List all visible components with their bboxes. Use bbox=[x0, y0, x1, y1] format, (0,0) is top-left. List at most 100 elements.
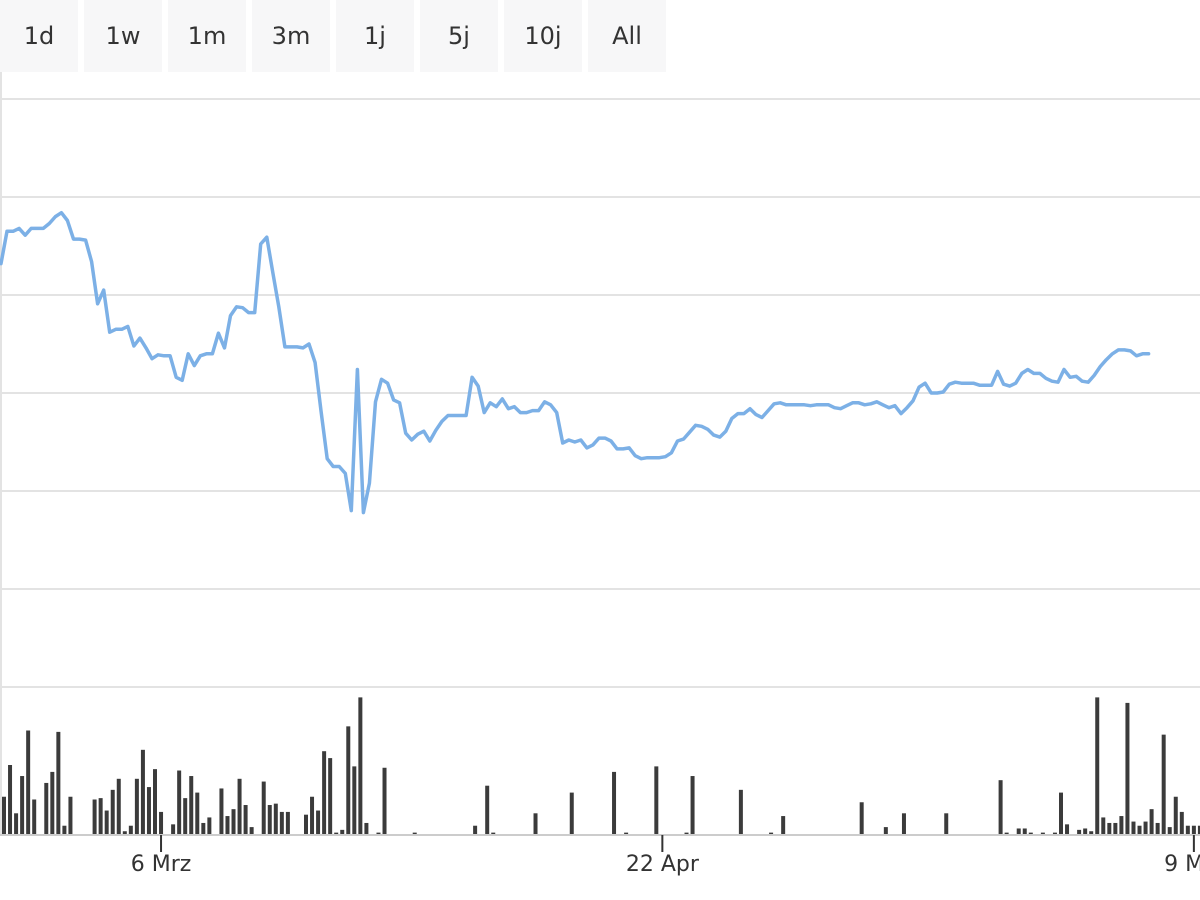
volume-bar bbox=[901, 813, 906, 834]
volume-bar bbox=[944, 813, 949, 834]
volume-bar bbox=[231, 809, 236, 834]
volume-bar bbox=[1167, 827, 1172, 834]
volume-bar bbox=[1155, 822, 1160, 834]
volume-bar bbox=[473, 825, 478, 834]
volume-bar bbox=[8, 765, 13, 834]
volume-bar bbox=[104, 810, 109, 834]
x-axis: 6 Mrz 22 Apr 9 Mai bbox=[0, 834, 1200, 877]
range-button-10j[interactable]: 10j bbox=[504, 0, 582, 72]
range-button-1w[interactable]: 1w bbox=[84, 0, 162, 72]
volume-bar bbox=[654, 766, 659, 834]
volume-bar bbox=[1131, 821, 1136, 834]
volume-bar bbox=[1143, 821, 1148, 834]
volume-bar bbox=[44, 782, 49, 834]
volume-bar bbox=[153, 769, 157, 834]
volume-bar bbox=[1059, 792, 1063, 834]
volume-bar bbox=[195, 792, 200, 834]
volume-bar bbox=[207, 817, 212, 834]
volume-bar bbox=[358, 697, 363, 834]
volume-bar bbox=[491, 832, 496, 834]
range-selector: 1d 1w 1m 3m 1j 5j 10j All bbox=[0, 0, 666, 72]
volume-bar bbox=[1028, 832, 1033, 834]
volume-bar bbox=[183, 798, 188, 834]
volume-bar bbox=[1173, 796, 1178, 834]
volume-bar bbox=[334, 832, 339, 834]
volume-bar bbox=[1185, 825, 1190, 834]
x-tick-label: 6 Mrz bbox=[131, 852, 192, 877]
volume-bar bbox=[219, 788, 224, 834]
range-button-1m[interactable]: 1m bbox=[168, 0, 246, 72]
range-button-1d[interactable]: 1d bbox=[0, 0, 78, 72]
volume-bar bbox=[376, 832, 381, 834]
volume-bar bbox=[1065, 824, 1070, 834]
volume-bar bbox=[612, 771, 617, 834]
range-button-5j[interactable]: 5j bbox=[420, 0, 498, 72]
volume-bar bbox=[50, 771, 55, 834]
volume-bar bbox=[1022, 828, 1027, 834]
range-button-1j[interactable]: 1j bbox=[336, 0, 414, 72]
volume-bar bbox=[122, 831, 127, 834]
volume-bar bbox=[328, 758, 333, 834]
volume-bar bbox=[1052, 832, 1057, 834]
volume-bar bbox=[1137, 825, 1142, 834]
volume-bar bbox=[781, 816, 786, 834]
volume-bar bbox=[769, 832, 774, 834]
volume-bar bbox=[340, 829, 345, 834]
volume-bar bbox=[533, 813, 538, 834]
volume-bar bbox=[68, 796, 73, 834]
volume-bar bbox=[110, 789, 115, 834]
volume-bar bbox=[32, 799, 37, 834]
volume-bar bbox=[177, 770, 182, 834]
volume-bar bbox=[1083, 828, 1088, 834]
volume-bar bbox=[485, 785, 490, 834]
volume-bar bbox=[146, 787, 151, 834]
grid-lines bbox=[0, 72, 1200, 834]
volume-bar bbox=[56, 731, 61, 834]
volume-bar bbox=[225, 816, 230, 834]
volume-bar bbox=[1016, 828, 1021, 834]
volume-bar bbox=[189, 776, 194, 834]
volume-bar bbox=[2, 796, 6, 834]
x-tick-label: 22 Apr bbox=[626, 852, 700, 877]
volume-bar bbox=[412, 832, 417, 834]
volume-bar bbox=[1077, 829, 1082, 834]
volume-bar bbox=[304, 814, 308, 834]
volume-bar bbox=[684, 832, 689, 834]
volume-bar bbox=[237, 778, 242, 834]
volume-bar bbox=[1089, 831, 1094, 834]
volume-bar bbox=[738, 789, 743, 834]
volume-bar bbox=[346, 726, 351, 834]
volume-bar bbox=[1149, 809, 1154, 834]
volume-bar bbox=[364, 822, 369, 834]
volume-bar bbox=[322, 751, 327, 834]
volume-bar bbox=[569, 792, 574, 834]
volume-bar bbox=[1113, 822, 1118, 834]
volume-bar bbox=[134, 778, 139, 834]
volume-bar bbox=[273, 803, 278, 834]
volume-bar bbox=[1040, 832, 1045, 834]
volume-bars bbox=[2, 697, 1200, 834]
volume-bar bbox=[98, 798, 103, 834]
volume-bar bbox=[140, 749, 145, 834]
volume-bar bbox=[1179, 811, 1184, 834]
volume-bar bbox=[352, 766, 357, 834]
volume-bar bbox=[624, 832, 629, 834]
volume-bar bbox=[1161, 734, 1166, 834]
range-button-3m[interactable]: 3m bbox=[252, 0, 330, 72]
volume-bar bbox=[128, 825, 133, 834]
volume-bar bbox=[20, 776, 25, 834]
volume-bar bbox=[310, 796, 315, 834]
volume-bar bbox=[92, 799, 97, 834]
volume-bar bbox=[243, 805, 248, 834]
volume-bar bbox=[1197, 825, 1200, 834]
range-button-all[interactable]: All bbox=[588, 0, 666, 72]
volume-bar bbox=[267, 805, 272, 834]
volume-bar bbox=[159, 811, 164, 834]
volume-bar bbox=[171, 824, 176, 834]
volume-bar bbox=[1107, 822, 1112, 834]
volume-bar bbox=[316, 810, 321, 834]
volume-bar bbox=[859, 802, 864, 834]
volume-bar bbox=[285, 811, 290, 834]
volume-bar bbox=[883, 827, 888, 834]
